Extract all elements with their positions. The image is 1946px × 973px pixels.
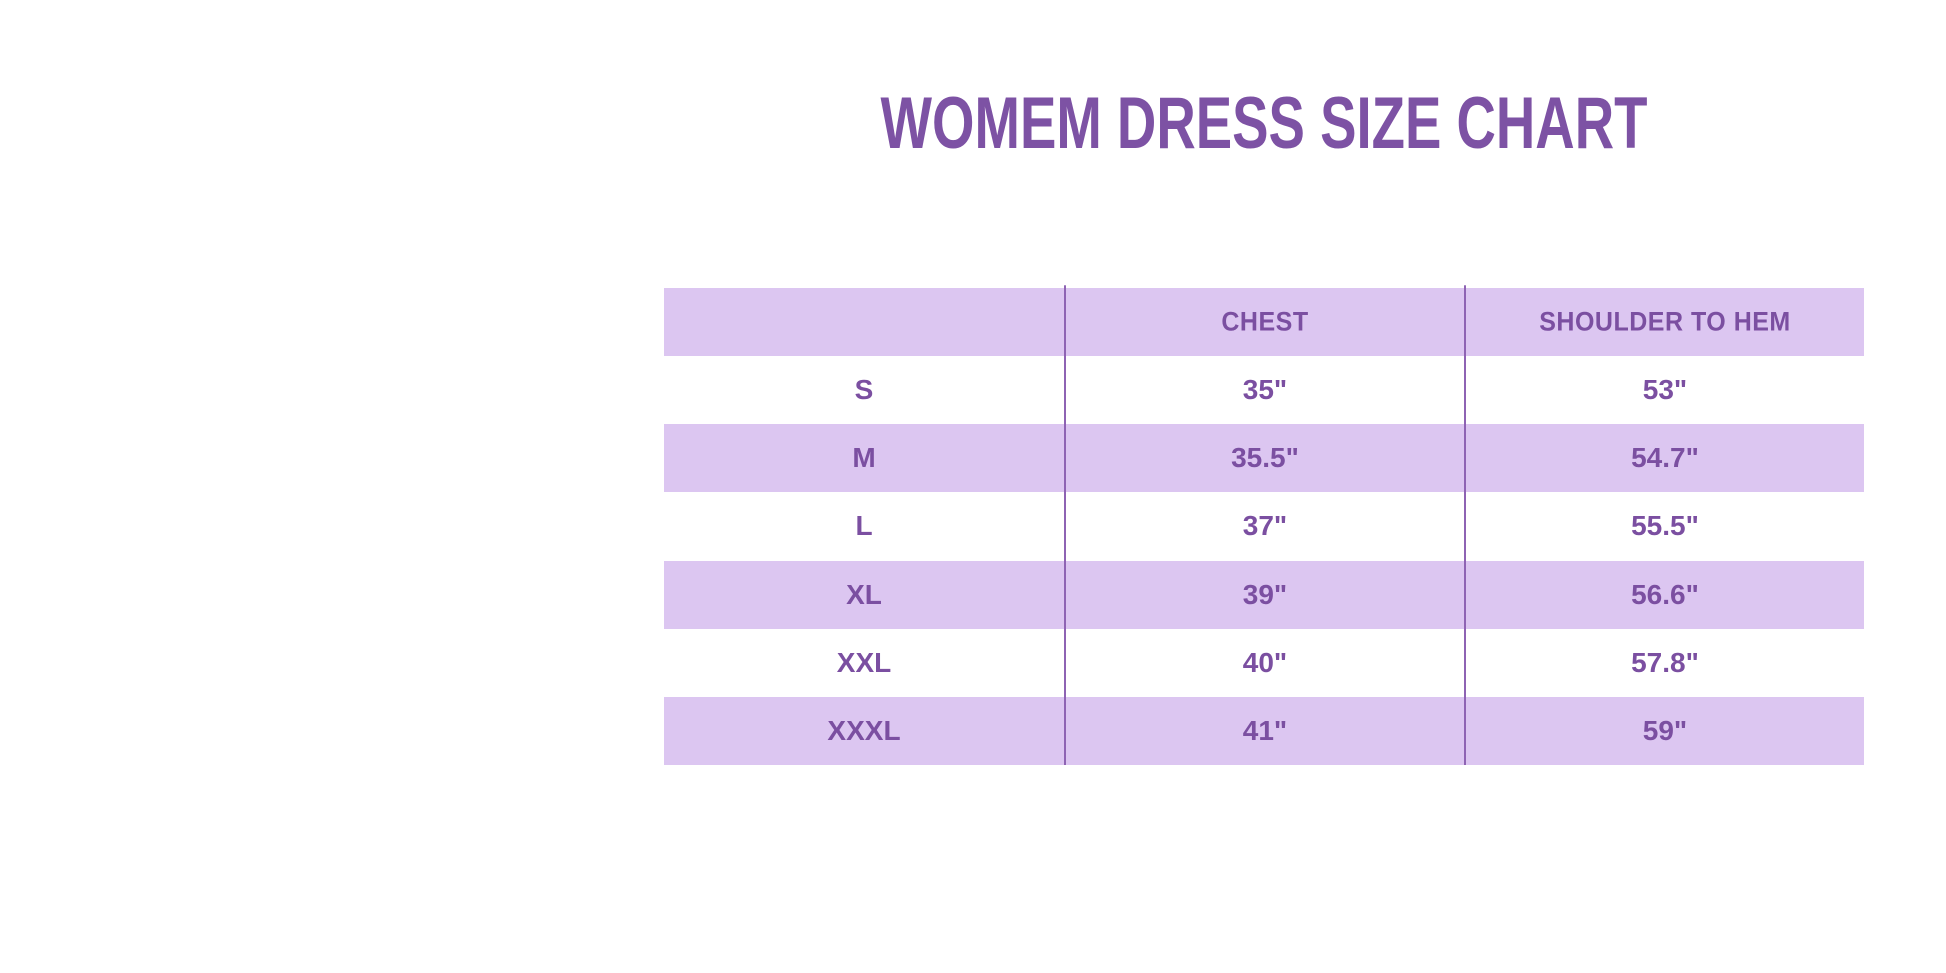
shoulder-to-hem-cell: 54.7" bbox=[1464, 424, 1864, 493]
table-row-xxxl: XXXL 41" 59" bbox=[664, 696, 1864, 765]
header-cell-shoulder-to-hem: SHOULDER TO HEM bbox=[1464, 285, 1864, 359]
shoulder-to-hem-cell: 55.5" bbox=[1464, 492, 1864, 561]
header-row: CHEST SHOULDER TO HEM bbox=[664, 285, 1864, 359]
size-cell: S bbox=[854, 374, 874, 406]
size-cell: XXXL bbox=[827, 714, 901, 746]
chest-cell: 39" bbox=[1064, 560, 1464, 629]
chest-cell: 40" bbox=[1064, 628, 1464, 697]
chest-cell: 35.5" bbox=[1064, 424, 1464, 493]
header-cell-size bbox=[664, 285, 1064, 359]
size-cell: XXL bbox=[836, 646, 892, 678]
size-cell: M bbox=[852, 442, 876, 474]
shoulder-to-hem-cell: 59" bbox=[1464, 696, 1864, 765]
size-cell: L bbox=[855, 510, 873, 542]
table-row-xl: XL 39" 56.6" bbox=[664, 560, 1864, 629]
chest-cell: 37" bbox=[1064, 492, 1464, 561]
chest-cell: 41" bbox=[1064, 696, 1464, 765]
table-row-s: S 35" 53" bbox=[664, 356, 1864, 425]
page-title: WOMEM DRESS SIZE CHART bbox=[880, 83, 1648, 165]
header-cell-chest: CHEST bbox=[1064, 285, 1464, 359]
shoulder-to-hem-cell: 56.6" bbox=[1464, 560, 1864, 629]
chest-cell: 35" bbox=[1064, 356, 1464, 425]
shoulder-to-hem-cell: 53" bbox=[1464, 356, 1864, 425]
table-row-xxl: XXL 40" 57.8" bbox=[664, 628, 1864, 697]
size-cell: XL bbox=[846, 578, 882, 610]
table-row-l: L 37" 55.5" bbox=[664, 492, 1864, 561]
table-row-m: M 35.5" 54.7" bbox=[664, 424, 1864, 493]
shoulder-to-hem-cell: 57.8" bbox=[1464, 628, 1864, 697]
size-chart-table: CHEST SHOULDER TO HEM S 35" 53" M 35.5" … bbox=[664, 285, 1864, 765]
